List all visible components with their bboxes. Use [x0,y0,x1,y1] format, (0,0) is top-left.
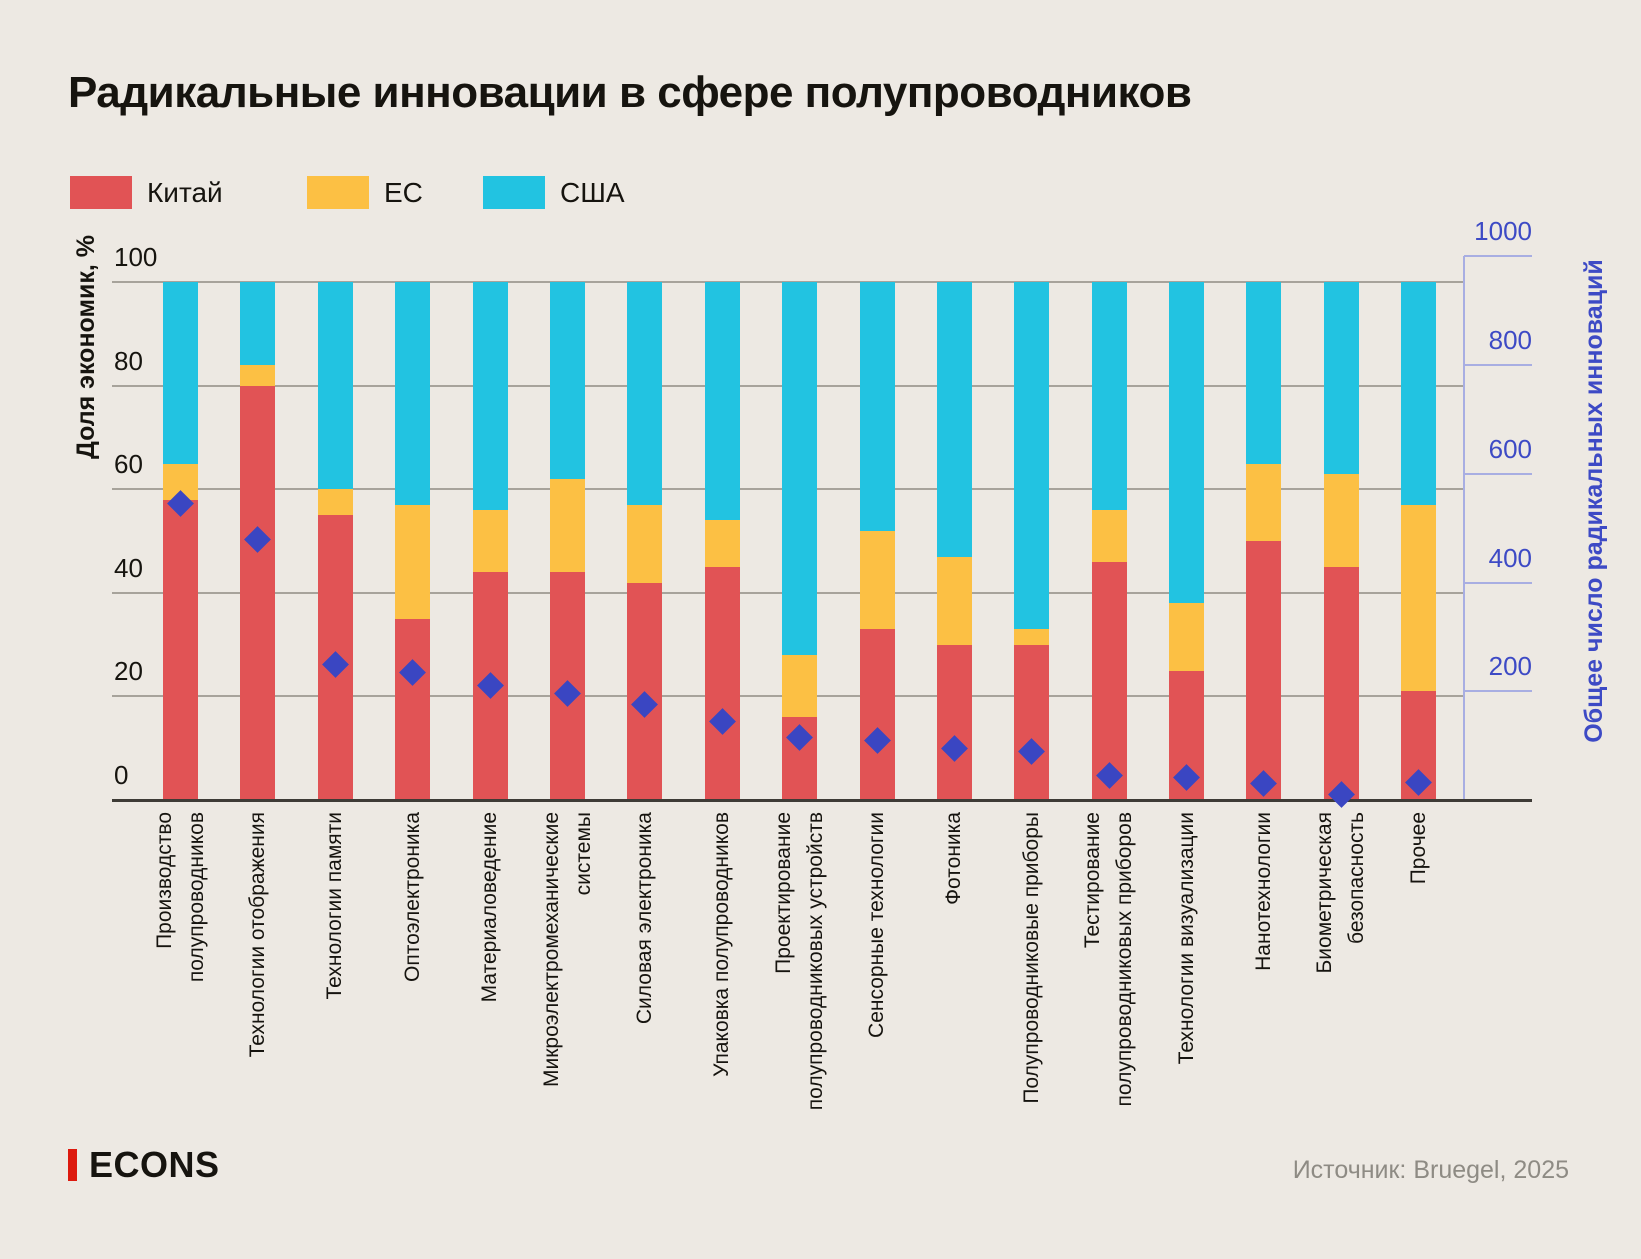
x-axis-category-label: Упаковка полупроводников [710,812,734,1077]
right-axis-tick [1464,472,1532,475]
right-axis-tick [1464,255,1532,258]
bar-segment-usa [317,282,353,490]
bar-segment-china [1014,644,1050,800]
bar-segment-china [395,618,431,800]
bar-segment-usa [550,282,585,480]
bar-segment-eu [859,530,895,630]
x-axis-baseline [112,799,1532,802]
bar-segment-eu [1323,473,1359,568]
legend-label: ЕС [384,176,423,208]
bar-segment-china [1091,561,1127,800]
bar-segment-usa [627,282,663,505]
bar-segment-eu [782,655,818,718]
x-axis-category-label: Полупроводниковые приборы [1019,812,1043,1104]
legend-item: США [483,176,625,209]
right-axis-spine [1463,256,1465,800]
left-axis-tick-label: 100 [114,242,158,273]
bar-segment-usa [936,282,972,557]
bar-segment-china [240,385,276,800]
bar-segment-eu [317,489,353,516]
bar-segment-eu [627,504,663,583]
bar-segment-eu [1401,504,1437,692]
left-axis-tick-label: 0 [114,760,129,790]
bar-segment-usa [1401,282,1437,505]
x-axis-category-label: Силовая электроника [632,812,656,1025]
x-axis-category-label: Фотоника [942,812,966,905]
source-note: Источник: Bruegel, 2025 [1292,1156,1569,1184]
x-axis-category-label: Микроэлектромеханические системы [539,812,595,1087]
legend-swatch-eu [307,176,369,209]
econs-logo: ECONS [68,1144,220,1186]
left-axis-tick-label: 40 [114,552,143,583]
chart-title: Радикальные инновации в сфере полупровод… [68,68,1192,117]
bar-segment-eu [550,479,585,573]
bar-segment-usa [704,282,740,521]
x-axis-category-label: Технологии памяти [323,812,347,1000]
legend-swatch-china [70,176,132,209]
bar-segment-eu [936,556,972,645]
bar-segment-eu [1169,603,1205,671]
right-axis-title: Общее число радикальных инноваций [1580,259,1608,743]
bar-segment-china [704,567,740,800]
bar-segment-china [627,582,663,800]
bar-segment-eu [240,365,276,386]
bar-segment-eu [395,504,431,619]
legend-item: Китай [70,176,223,209]
bar-segment-usa [1091,282,1127,511]
logo-text: ECONS [89,1144,220,1185]
x-axis-category-label: Технологии отображения [245,812,269,1058]
legend-label: США [560,176,625,208]
x-axis-category-label: Технологии визуализации [1174,812,1198,1065]
legend-swatch-usa [483,176,545,209]
right-axis-tick [1464,364,1532,367]
bar-segment-eu [704,520,740,568]
left-axis-tick-label: 60 [114,449,143,480]
x-axis-category-label: Биометрическая безопасность [1313,812,1369,974]
bar-segment-usa [472,282,508,511]
bar-segment-china [1246,541,1282,800]
bar-segment-eu [1091,510,1127,562]
bar-segment-eu [1014,629,1050,645]
right-axis-tick-label: 200 [1488,651,1532,682]
x-axis-category-label: Тестирование полупроводниковых приборов [1081,812,1137,1107]
bar-segment-usa [1169,282,1205,604]
bar-segment-usa [240,282,276,366]
left-axis-tick-label: 80 [114,345,143,376]
bar-segment-usa [1014,282,1050,630]
left-axis-tick-label: 20 [114,656,143,687]
bar-segment-china [1323,567,1359,800]
logo-red-bar-icon [68,1149,77,1181]
right-axis-tick [1464,581,1532,584]
bar-segment-usa [395,282,431,505]
legend-item: ЕС [307,176,423,209]
x-axis-category-label: Прочее [1406,812,1430,885]
x-axis-category-label: Оптоэлектроника [400,812,424,983]
x-axis-category-label: Нанотехнологии [1251,812,1275,971]
bar-segment-china [936,644,972,800]
x-axis-category-label: Производство полупроводников [152,812,208,983]
left-axis-title: Доля экономик, % [72,235,100,459]
bar-segment-usa [782,282,818,656]
x-axis-category-label: Материаловедение [478,812,502,1003]
x-axis-category-label: Проектирование полупроводниковых устройс… [771,812,827,1111]
bar-segment-eu [1246,463,1282,542]
bar-segment-china [163,499,199,800]
bar-segment-china [859,629,895,800]
right-axis-tick-label: 1000 [1474,216,1532,247]
right-axis-tick [1464,690,1532,693]
bar-segment-usa [163,282,199,464]
bar-segment-usa [859,282,895,531]
bar-segment-eu [472,510,508,573]
right-axis-tick-label: 600 [1488,433,1532,464]
bar-segment-usa [1246,282,1282,464]
bar-segment-usa [1323,282,1359,474]
legend-label: Китай [147,176,223,208]
x-axis-category-label: Сенсорные технологии [865,812,889,1038]
right-axis-tick-label: 400 [1488,542,1532,573]
right-axis-tick-label: 800 [1488,325,1532,356]
